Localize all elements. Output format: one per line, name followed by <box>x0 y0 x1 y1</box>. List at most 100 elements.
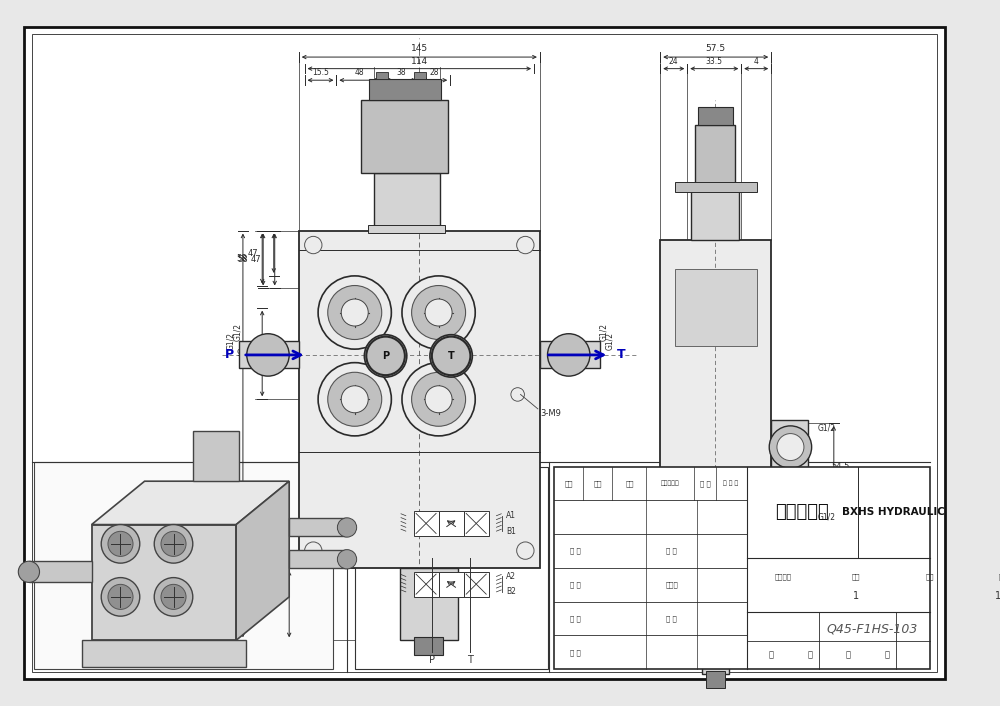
Circle shape <box>430 335 472 377</box>
Text: 114: 114 <box>411 56 428 66</box>
Bar <box>439 572 464 597</box>
Circle shape <box>517 542 534 559</box>
Circle shape <box>402 276 475 349</box>
Text: G1/2: G1/2 <box>599 323 608 341</box>
Bar <box>355 467 548 669</box>
Circle shape <box>318 276 391 349</box>
Text: 38: 38 <box>396 68 406 78</box>
Circle shape <box>328 372 382 426</box>
Text: 58: 58 <box>237 255 248 264</box>
Text: A2: A2 <box>506 572 516 581</box>
Text: 校 对: 校 对 <box>570 615 581 622</box>
Text: B1: B1 <box>506 527 516 536</box>
Circle shape <box>161 532 186 556</box>
Circle shape <box>108 532 133 556</box>
Circle shape <box>425 385 452 413</box>
Polygon shape <box>289 550 347 568</box>
Bar <box>439 511 464 536</box>
Circle shape <box>18 561 40 582</box>
Bar <box>414 638 443 654</box>
Bar <box>368 225 445 232</box>
Circle shape <box>548 334 590 376</box>
Text: 33.5: 33.5 <box>706 56 723 66</box>
Circle shape <box>108 585 133 609</box>
Text: 分区: 分区 <box>625 480 634 487</box>
Text: P: P <box>382 351 389 361</box>
Circle shape <box>247 334 289 376</box>
Bar <box>92 525 236 640</box>
Circle shape <box>337 550 357 569</box>
Polygon shape <box>29 561 92 582</box>
Bar <box>464 572 489 597</box>
Text: 重量: 重量 <box>926 574 934 580</box>
Circle shape <box>328 285 382 340</box>
Circle shape <box>305 237 322 253</box>
Text: 审 核: 审 核 <box>570 649 581 656</box>
Bar <box>540 342 600 369</box>
Text: T: T <box>616 349 625 361</box>
Text: 更改文件号: 更改文件号 <box>661 481 679 486</box>
Polygon shape <box>236 481 289 640</box>
Bar <box>675 269 757 346</box>
Text: P: P <box>429 654 435 664</box>
Text: 78: 78 <box>263 599 274 609</box>
Text: 239.5: 239.5 <box>203 431 227 440</box>
Text: T: T <box>448 351 455 361</box>
Circle shape <box>425 299 452 326</box>
Bar <box>400 568 458 640</box>
Text: 张: 张 <box>884 650 889 659</box>
Circle shape <box>364 335 407 377</box>
Text: 4: 4 <box>754 56 759 66</box>
Text: P: P <box>225 349 234 361</box>
Bar <box>361 100 448 173</box>
Bar <box>414 572 439 597</box>
Text: 15.5: 15.5 <box>312 68 329 78</box>
Text: G1/2: G1/2 <box>233 323 242 341</box>
Circle shape <box>412 285 466 340</box>
Text: 比例: 比例 <box>998 574 1000 580</box>
Bar <box>369 79 441 100</box>
Circle shape <box>161 585 186 609</box>
Bar <box>193 431 239 481</box>
Text: 54.5: 54.5 <box>832 462 850 471</box>
Text: 第: 第 <box>846 650 851 659</box>
Text: 签 名: 签 名 <box>700 480 711 487</box>
Text: BXHS HYDRAULIC: BXHS HYDRAULIC <box>842 508 945 517</box>
Text: 86.5: 86.5 <box>228 520 247 529</box>
Text: 145: 145 <box>411 44 428 53</box>
Bar <box>239 342 299 369</box>
Bar <box>771 420 808 474</box>
Text: 制 图: 制 图 <box>570 582 581 588</box>
Bar <box>660 240 771 597</box>
Bar <box>414 511 439 536</box>
Text: 数 量: 数 量 <box>666 615 677 622</box>
Circle shape <box>337 517 357 537</box>
Bar <box>414 71 426 79</box>
Text: B2: B2 <box>506 587 516 597</box>
Bar <box>675 182 757 192</box>
Text: 1: 1 <box>853 591 859 601</box>
Text: 共: 共 <box>769 650 774 659</box>
Bar <box>376 71 388 79</box>
Bar <box>464 511 489 536</box>
Circle shape <box>305 542 322 559</box>
Text: G1/2: G1/2 <box>226 333 235 350</box>
Text: 47: 47 <box>251 255 261 264</box>
Text: 工 艺: 工 艺 <box>666 548 677 554</box>
Text: Q45-F1HS-103: Q45-F1HS-103 <box>827 622 918 635</box>
Text: 张: 张 <box>807 650 812 659</box>
Text: 47: 47 <box>248 249 258 258</box>
Text: 58: 58 <box>236 254 247 263</box>
Circle shape <box>318 363 391 436</box>
Bar <box>695 124 735 187</box>
Text: 数量: 数量 <box>593 480 602 487</box>
Text: G1/2: G1/2 <box>817 424 835 432</box>
Bar <box>691 187 739 240</box>
Circle shape <box>154 578 193 616</box>
Text: A1: A1 <box>506 511 516 520</box>
Bar <box>554 467 930 669</box>
Text: 28: 28 <box>430 68 439 78</box>
Polygon shape <box>92 481 289 525</box>
Text: 48: 48 <box>355 68 364 78</box>
Text: 年 月 日: 年 月 日 <box>723 481 738 486</box>
